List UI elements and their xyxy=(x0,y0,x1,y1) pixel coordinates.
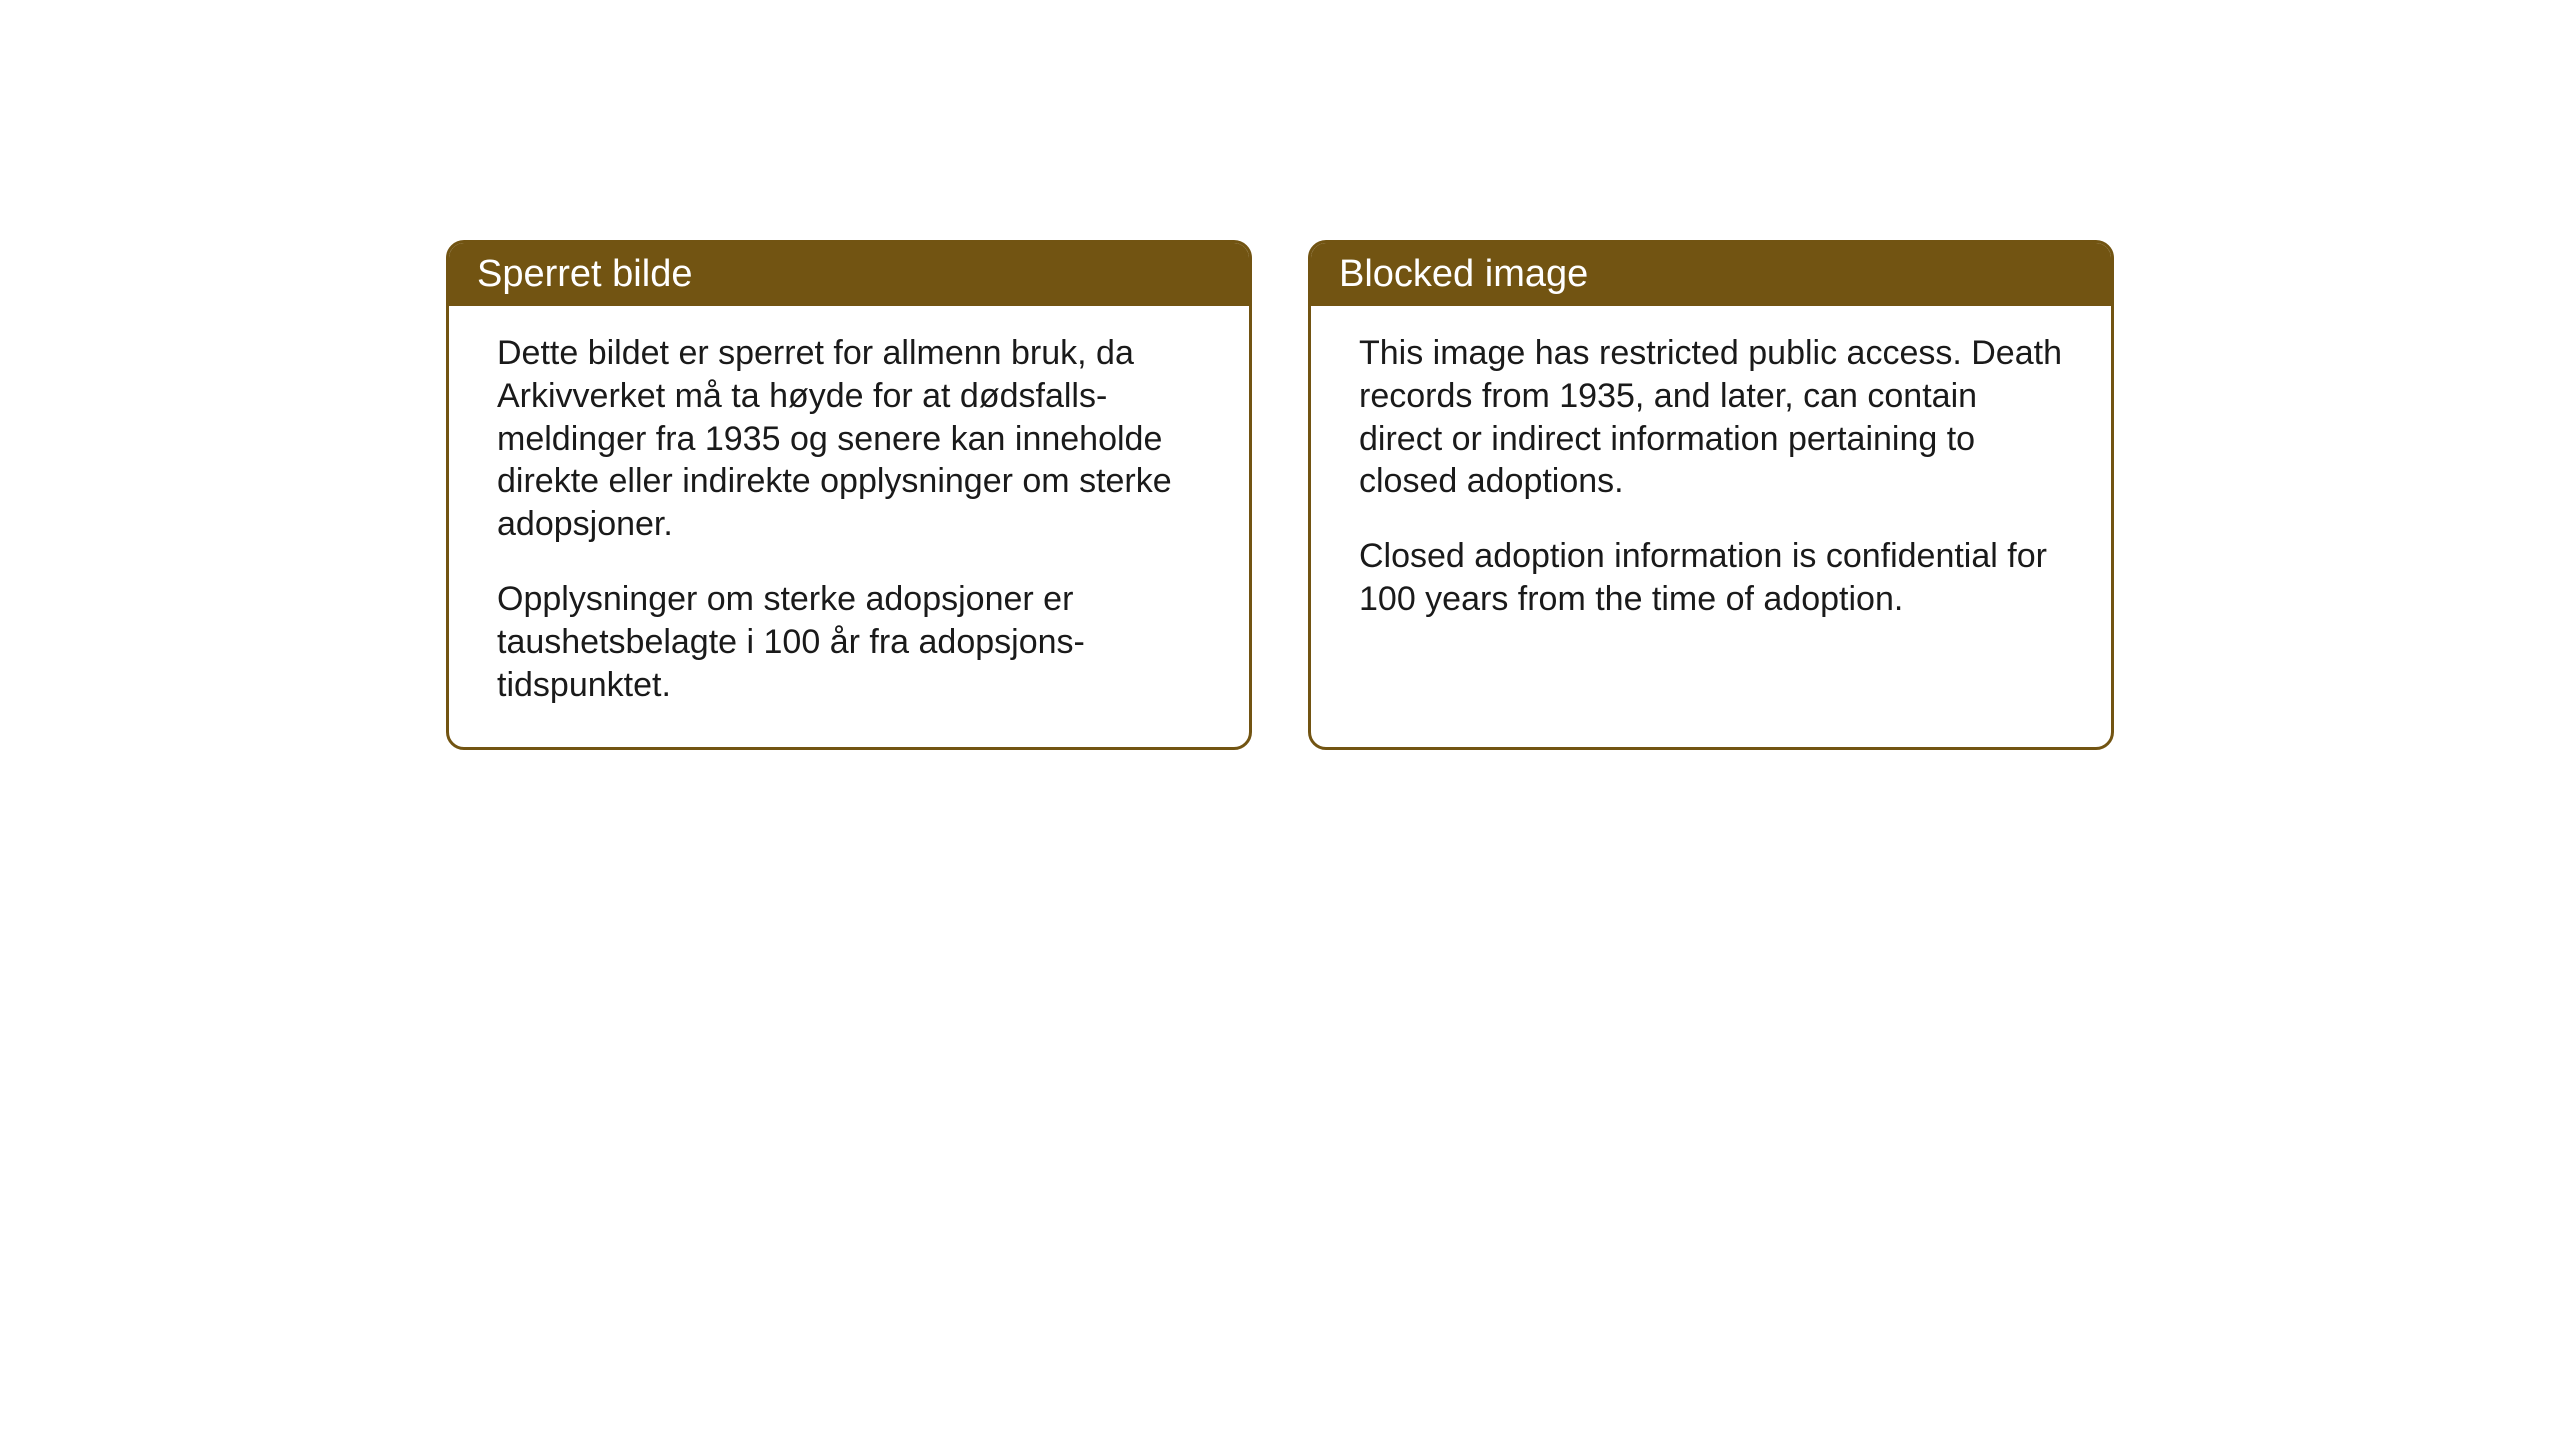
card-paragraph-2-norwegian: Opplysninger om sterke adopsjoner er tau… xyxy=(497,578,1201,706)
cards-container: Sperret bilde Dette bildet er sperret fo… xyxy=(446,240,2114,750)
card-body-english: This image has restricted public access.… xyxy=(1311,306,2111,655)
card-paragraph-1-english: This image has restricted public access.… xyxy=(1359,332,2063,503)
card-header-english: Blocked image xyxy=(1311,243,2111,306)
card-norwegian: Sperret bilde Dette bildet er sperret fo… xyxy=(446,240,1252,750)
card-title-english: Blocked image xyxy=(1339,253,1588,295)
card-paragraph-2-english: Closed adoption information is confident… xyxy=(1359,535,2063,621)
card-title-norwegian: Sperret bilde xyxy=(477,253,692,295)
card-paragraph-1-norwegian: Dette bildet er sperret for allmenn bruk… xyxy=(497,332,1201,546)
card-body-norwegian: Dette bildet er sperret for allmenn bruk… xyxy=(449,306,1249,741)
card-header-norwegian: Sperret bilde xyxy=(449,243,1249,306)
card-english: Blocked image This image has restricted … xyxy=(1308,240,2114,750)
